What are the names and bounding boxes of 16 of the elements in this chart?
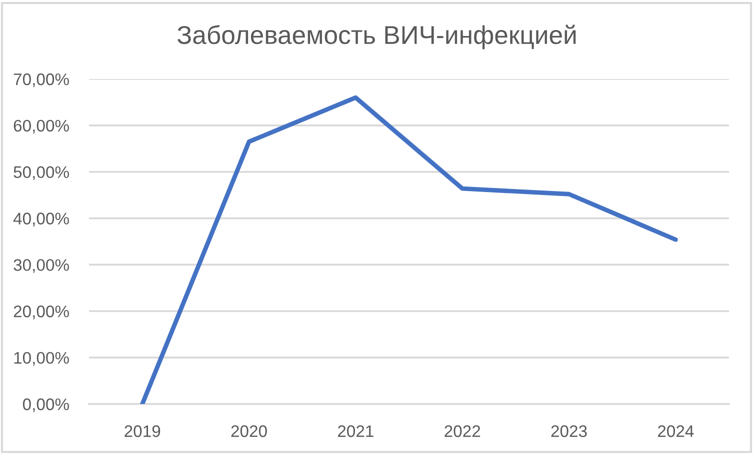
- y-tick-label: 20,00%: [14, 306, 69, 320]
- x-tick-label: 2024: [658, 425, 694, 438]
- y-tick-label: 10,00%: [14, 352, 69, 366]
- y-tick-label: 60,00%: [14, 120, 69, 134]
- y-tick-label: 40,00%: [13, 212, 69, 226]
- y-tick-label: 50,00%: [14, 166, 69, 180]
- y-tick-label: 70,00%: [14, 73, 69, 88]
- x-tick-label: 2022: [444, 425, 480, 438]
- chart-title: Заболеваемость ВИЧ-инфекцией: [177, 24, 576, 50]
- x-tick-label: 2020: [231, 425, 267, 438]
- x-tick-label: 2023: [551, 425, 587, 438]
- x-tick-label: 2021: [338, 425, 374, 438]
- line-series: [140, 95, 678, 404]
- y-tick-label: 30,00%: [14, 259, 69, 273]
- y-tick-label: 0,00%: [22, 398, 69, 412]
- x-tick-label: 2019: [124, 425, 160, 438]
